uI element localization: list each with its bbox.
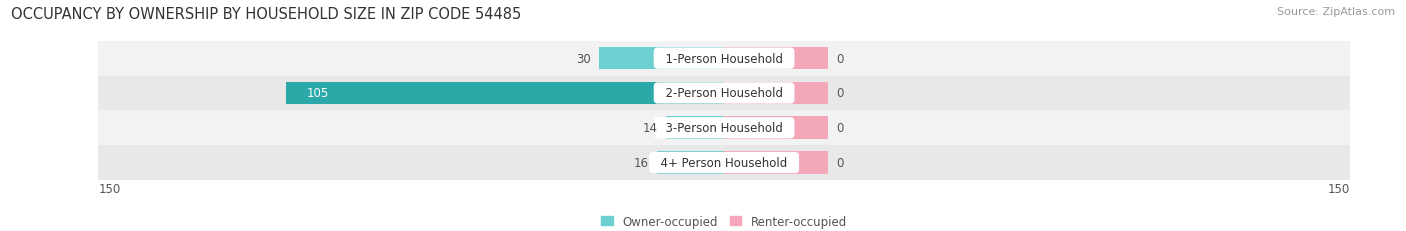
Bar	[665, 117, 724, 140]
Text: 150: 150	[1327, 182, 1350, 195]
Text: 30: 30	[576, 52, 591, 65]
Text: 3-Person Household: 3-Person Household	[658, 122, 790, 135]
Bar	[724, 117, 828, 140]
Bar	[98, 111, 1350, 146]
Text: 0: 0	[837, 52, 844, 65]
Bar	[285, 82, 724, 105]
Text: 1-Person Household: 1-Person Household	[658, 52, 790, 65]
Text: OCCUPANCY BY OWNERSHIP BY HOUSEHOLD SIZE IN ZIP CODE 54485: OCCUPANCY BY OWNERSHIP BY HOUSEHOLD SIZE…	[11, 7, 522, 22]
Text: 0: 0	[837, 156, 844, 169]
Text: Source: ZipAtlas.com: Source: ZipAtlas.com	[1277, 7, 1395, 17]
Bar	[724, 82, 828, 105]
Text: 2-Person Household: 2-Person Household	[658, 87, 790, 100]
Bar	[98, 76, 1350, 111]
Text: 105: 105	[307, 87, 329, 100]
Text: 4+ Person Household: 4+ Person Household	[654, 156, 794, 169]
Text: 150: 150	[98, 182, 121, 195]
Text: 14: 14	[643, 122, 658, 135]
Bar	[658, 152, 724, 174]
Legend: Owner-occupied, Renter-occupied: Owner-occupied, Renter-occupied	[596, 210, 852, 231]
Bar	[98, 146, 1350, 180]
Bar	[98, 42, 1350, 76]
Text: 0: 0	[837, 87, 844, 100]
Bar	[599, 48, 724, 70]
Bar	[724, 48, 828, 70]
Text: 0: 0	[837, 122, 844, 135]
Bar	[724, 152, 828, 174]
Text: 16: 16	[634, 156, 650, 169]
